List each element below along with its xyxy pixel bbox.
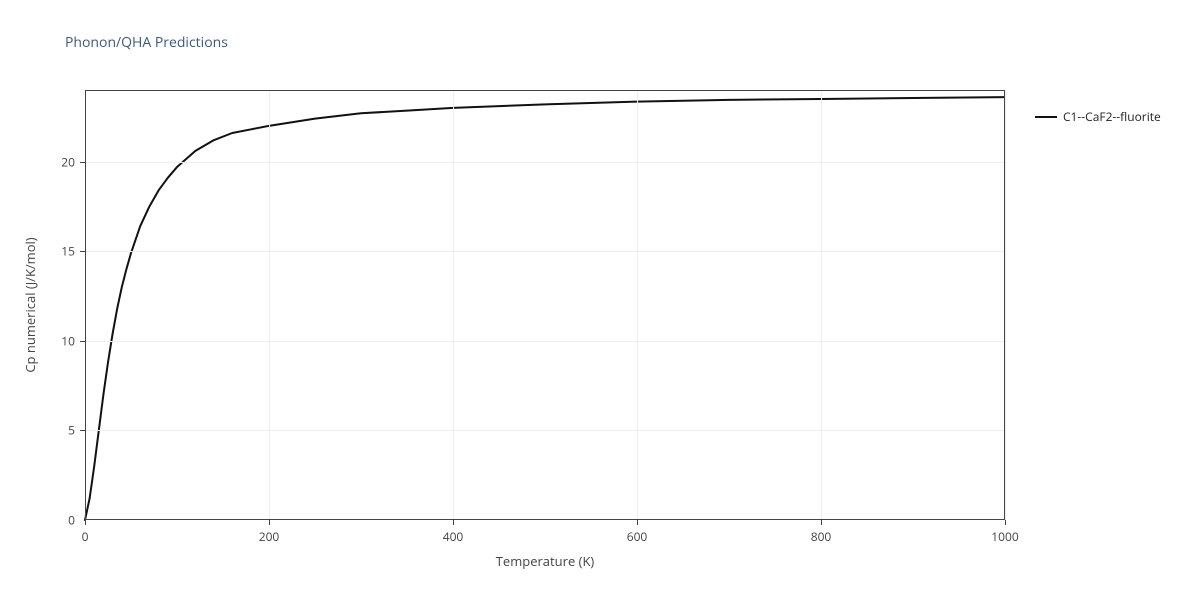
legend-item-label: C1--CaF2--fluorite [1063, 108, 1161, 125]
grid-line-horizontal [85, 341, 1005, 342]
grid-line-vertical [1005, 90, 1006, 520]
y-axis-label: Cp numerical (J/K/mol) [21, 237, 39, 372]
x-axis-label: Temperature (K) [496, 552, 595, 570]
grid-line-horizontal [85, 162, 1005, 163]
x-tick-label: 600 [627, 528, 648, 545]
x-tick-label: 200 [259, 528, 280, 545]
y-tick-label: 10 [61, 332, 75, 349]
grid-line-horizontal [85, 251, 1005, 252]
x-tick [1005, 520, 1006, 525]
y-tick-label: 15 [61, 243, 75, 260]
grid-line-horizontal [85, 430, 1005, 431]
y-tick [80, 162, 85, 163]
plot-border-bottom [85, 519, 1005, 520]
plot-border-top [85, 90, 1005, 91]
y-tick-label: 5 [68, 422, 75, 439]
x-tick-label: 1000 [991, 528, 1018, 545]
plot-border-left [85, 90, 86, 520]
x-tick [269, 520, 270, 525]
x-tick [821, 520, 822, 525]
x-tick-label: 0 [82, 528, 89, 545]
y-tick [80, 430, 85, 431]
y-tick-label: 20 [61, 153, 75, 170]
chart-container: Phonon/QHA Predictions Temperature (K) C… [0, 0, 1200, 600]
series-svg [85, 90, 1005, 520]
series-line[interactable] [85, 97, 1005, 520]
y-tick-label: 0 [68, 512, 75, 529]
x-tick-label: 800 [811, 528, 832, 545]
x-tick [453, 520, 454, 525]
y-tick [80, 251, 85, 252]
legend: C1--CaF2--fluorite [1035, 108, 1161, 125]
legend-line-icon [1035, 116, 1057, 118]
grid-line-vertical [269, 90, 270, 520]
y-tick [80, 341, 85, 342]
x-tick-label: 400 [443, 528, 464, 545]
x-tick [85, 520, 86, 525]
plot-area [85, 90, 1005, 520]
grid-line-vertical [453, 90, 454, 520]
grid-line-vertical [637, 90, 638, 520]
chart-title: Phonon/QHA Predictions [65, 33, 228, 52]
plot-border-right [1004, 90, 1005, 520]
x-tick [637, 520, 638, 525]
grid-line-vertical [821, 90, 822, 520]
